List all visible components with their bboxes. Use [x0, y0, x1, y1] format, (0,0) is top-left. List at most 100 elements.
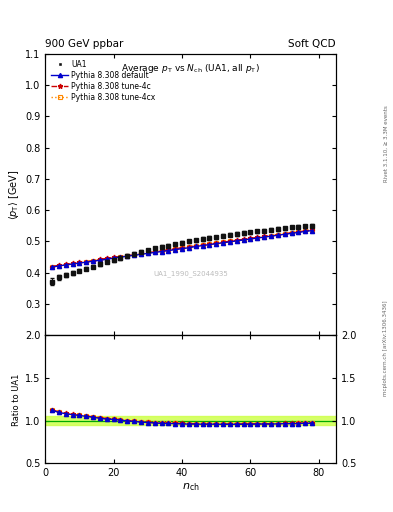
Pythia 8.308 tune-4cx [159, 248, 164, 254]
Text: mcplots.cern.ch [arXiv:1306.3436]: mcplots.cern.ch [arXiv:1306.3436] [384, 301, 388, 396]
Pythia 8.308 tune-4c [303, 228, 308, 234]
Pythia 8.308 tune-4cx [132, 252, 136, 258]
Pythia 8.308 tune-4c [200, 242, 205, 248]
Pythia 8.308 tune-4c [228, 238, 232, 244]
Pythia 8.308 tune-4cx [289, 230, 294, 236]
Text: Average $p_\mathrm{T}$ vs $N_\mathrm{ch}$ (UA1, all $p_\mathrm{T}$): Average $p_\mathrm{T}$ vs $N_\mathrm{ch}… [121, 62, 260, 75]
Pythia 8.308 default [166, 247, 171, 253]
Text: 900 GeV ppbar: 900 GeV ppbar [45, 38, 123, 49]
Pythia 8.308 default [214, 241, 219, 247]
Y-axis label: $\langle p_\mathrm{T}\rangle$ [GeV]: $\langle p_\mathrm{T}\rangle$ [GeV] [7, 169, 21, 220]
Pythia 8.308 tune-4c [310, 227, 314, 233]
Pythia 8.308 default [275, 232, 280, 238]
Pythia 8.308 tune-4c [269, 232, 274, 239]
Pythia 8.308 tune-4cx [255, 234, 260, 241]
Pythia 8.308 tune-4cx [269, 233, 274, 239]
Pythia 8.308 tune-4cx [262, 234, 266, 240]
Pythia 8.308 default [50, 264, 54, 270]
Pythia 8.308 tune-4c [173, 246, 178, 252]
Pythia 8.308 tune-4cx [275, 232, 280, 238]
Pythia 8.308 tune-4cx [84, 259, 88, 265]
Pythia 8.308 tune-4cx [187, 244, 191, 250]
Pythia 8.308 tune-4c [275, 231, 280, 238]
Pythia 8.308 tune-4c [84, 259, 88, 265]
Pythia 8.308 default [132, 252, 136, 259]
Pythia 8.308 tune-4cx [180, 245, 184, 251]
Pythia 8.308 tune-4c [105, 255, 109, 262]
Pythia 8.308 tune-4cx [310, 227, 314, 233]
Pythia 8.308 default [193, 243, 198, 249]
Pythia 8.308 tune-4cx [139, 251, 143, 257]
Pythia 8.308 tune-4c [145, 250, 150, 256]
Pythia 8.308 default [91, 258, 95, 264]
Pythia 8.308 default [255, 235, 260, 241]
Pythia 8.308 tune-4cx [241, 237, 246, 243]
Pythia 8.308 tune-4c [282, 230, 287, 237]
Pythia 8.308 tune-4c [187, 244, 191, 250]
Pythia 8.308 tune-4cx [248, 236, 253, 242]
Pythia 8.308 default [145, 250, 150, 257]
Pythia 8.308 tune-4cx [282, 231, 287, 237]
Pythia 8.308 tune-4c [152, 249, 157, 255]
Pythia 8.308 tune-4c [296, 229, 301, 235]
Pythia 8.308 default [241, 237, 246, 243]
Pythia 8.308 tune-4c [207, 241, 212, 247]
Pythia 8.308 tune-4c [214, 240, 219, 246]
Y-axis label: Ratio to UA1: Ratio to UA1 [12, 373, 21, 425]
Pythia 8.308 tune-4c [97, 257, 102, 263]
Pythia 8.308 tune-4cx [77, 260, 82, 266]
Pythia 8.308 default [269, 233, 274, 239]
Pythia 8.308 default [118, 254, 123, 260]
Pythia 8.308 tune-4c [57, 262, 61, 268]
Line: Pythia 8.308 default: Pythia 8.308 default [50, 228, 314, 269]
Pythia 8.308 tune-4c [50, 264, 54, 270]
Pythia 8.308 default [180, 246, 184, 252]
Pythia 8.308 default [97, 257, 102, 263]
Pythia 8.308 default [282, 231, 287, 238]
Pythia 8.308 tune-4cx [50, 264, 54, 270]
Pythia 8.308 tune-4c [159, 248, 164, 254]
Pythia 8.308 tune-4cx [228, 239, 232, 245]
Pythia 8.308 tune-4c [132, 251, 136, 258]
X-axis label: $n_\mathrm{ch}$: $n_\mathrm{ch}$ [182, 481, 200, 493]
Text: Soft QCD: Soft QCD [288, 38, 336, 49]
Pythia 8.308 default [63, 262, 68, 268]
Text: UA1_1990_S2044935: UA1_1990_S2044935 [153, 270, 228, 277]
Pythia 8.308 tune-4cx [193, 243, 198, 249]
Pythia 8.308 tune-4cx [235, 238, 239, 244]
Pythia 8.308 tune-4c [166, 247, 171, 253]
Pythia 8.308 tune-4cx [152, 249, 157, 255]
Pythia 8.308 default [289, 230, 294, 237]
Pythia 8.308 default [187, 245, 191, 251]
Pythia 8.308 default [173, 247, 178, 253]
Pythia 8.308 default [310, 227, 314, 233]
Pythia 8.308 default [296, 229, 301, 236]
Pythia 8.308 tune-4c [63, 261, 68, 267]
Text: Rivet 3.1.10, ≥ 3.3M events: Rivet 3.1.10, ≥ 3.3M events [384, 105, 388, 182]
Pythia 8.308 tune-4cx [125, 253, 130, 259]
Pythia 8.308 tune-4cx [296, 229, 301, 235]
Pythia 8.308 tune-4c [289, 230, 294, 236]
Pythia 8.308 tune-4cx [221, 240, 226, 246]
Line: Pythia 8.308 tune-4cx: Pythia 8.308 tune-4cx [50, 228, 314, 269]
Pythia 8.308 tune-4cx [303, 228, 308, 234]
Pythia 8.308 default [248, 236, 253, 242]
Pythia 8.308 tune-4cx [145, 250, 150, 256]
Pythia 8.308 default [228, 239, 232, 245]
Pythia 8.308 tune-4cx [91, 258, 95, 264]
Pythia 8.308 default [159, 248, 164, 254]
Pythia 8.308 default [125, 253, 130, 259]
Pythia 8.308 tune-4c [111, 254, 116, 261]
Line: Pythia 8.308 tune-4c: Pythia 8.308 tune-4c [50, 227, 314, 269]
Legend: UA1, Pythia 8.308 default, Pythia 8.308 tune-4c, Pythia 8.308 tune-4cx: UA1, Pythia 8.308 default, Pythia 8.308 … [49, 57, 158, 104]
Pythia 8.308 tune-4c [180, 245, 184, 251]
Pythia 8.308 default [139, 251, 143, 258]
Pythia 8.308 tune-4c [77, 260, 82, 266]
Pythia 8.308 default [303, 228, 308, 234]
Pythia 8.308 default [200, 243, 205, 249]
Pythia 8.308 tune-4c [255, 234, 260, 241]
Pythia 8.308 default [235, 238, 239, 244]
Pythia 8.308 tune-4cx [173, 246, 178, 252]
Pythia 8.308 tune-4c [118, 253, 123, 260]
Pythia 8.308 tune-4c [221, 239, 226, 245]
